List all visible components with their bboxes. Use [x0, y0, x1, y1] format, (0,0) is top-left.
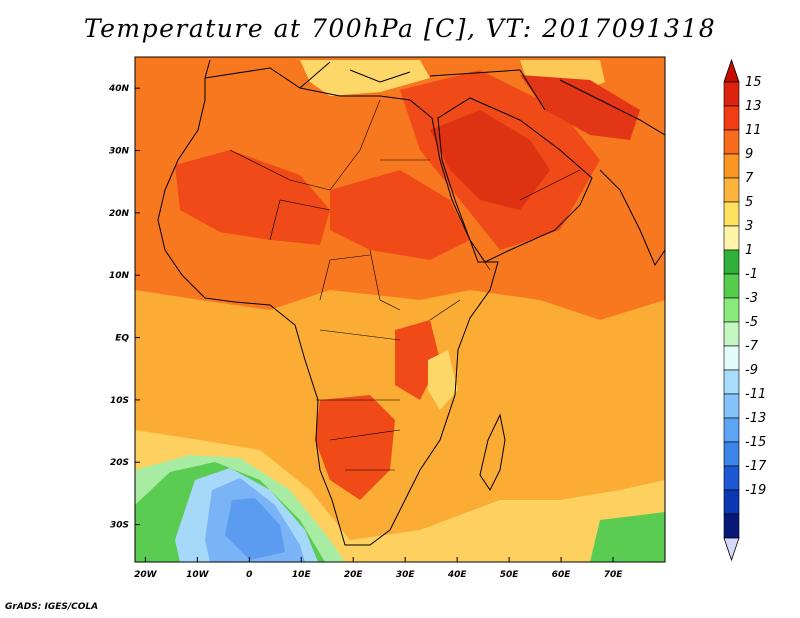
colorbar-label: -9 — [745, 363, 758, 378]
colorbar-label: -7 — [745, 339, 759, 354]
field-indian-ocean-warm — [560, 320, 665, 460]
field-southern-africa-hot — [315, 395, 395, 500]
colorbar-swatch — [723, 369, 740, 395]
lon-tick-label: 20W — [134, 570, 158, 580]
colorbar-swatch — [723, 297, 740, 323]
field-highlands-yellow — [428, 350, 458, 410]
colorbar-swatch — [723, 153, 740, 179]
colorbar-label: 7 — [745, 171, 754, 186]
india-coastline — [599, 169, 665, 267]
colorbar-swatch — [723, 393, 740, 419]
colorbar-label: 9 — [745, 147, 753, 162]
field-south-cold-core — [225, 498, 285, 560]
colorbar-bottom-arrow — [723, 537, 740, 562]
colorbar-swatch — [723, 273, 740, 299]
lon-tick-label: 30E — [396, 570, 416, 580]
lat-tick-label: EQ — [115, 334, 129, 344]
colorbar-label: 3 — [745, 219, 753, 234]
grads-credit: GrADS: IGES/COLA — [5, 602, 99, 612]
colorbar-label: 11 — [745, 123, 762, 138]
longitude-axis: 20W 10W 0 10E 20E 30E 40E 50E 60E 70E — [134, 557, 623, 580]
field-arabia-core — [430, 110, 550, 210]
colorbar-legend: 15 13 11 9 7 5 3 1 -1 -3 -5 -7 -9 -11 -13 -15 -17 -19 — [723, 58, 767, 562]
colorbar-label: -15 — [745, 435, 766, 450]
colorbar-label: -3 — [745, 291, 758, 306]
colorbar-label: -17 — [745, 459, 767, 474]
lon-tick-label: 40E — [447, 570, 468, 580]
colorbar-swatch — [723, 417, 740, 443]
borders — [229, 99, 581, 471]
europe-coastline — [204, 59, 665, 136]
lat-tick-label: 10N — [109, 271, 130, 281]
colorbar-swatch — [723, 249, 740, 275]
lat-tick-label: 40N — [108, 84, 130, 94]
lat-tick-label: 20S — [110, 458, 129, 468]
border-lines — [229, 99, 581, 471]
lat-tick-label: 20N — [109, 209, 130, 219]
map-title: Temperature at 700hPa [C], VT: 201709131… — [83, 14, 717, 43]
madagascar-coastline — [479, 413, 506, 491]
temperature-field — [135, 57, 665, 562]
lon-tick-label: 10W — [186, 570, 210, 580]
colorbar-swatch — [723, 345, 740, 371]
colorbar-label: 5 — [745, 195, 753, 210]
field-mediterranean-yellow — [300, 60, 430, 96]
colorbar-label: 15 — [745, 75, 762, 90]
colorbar-label: -19 — [745, 483, 766, 498]
lon-tick-label: 0 — [246, 570, 252, 580]
colorbar-label: 1 — [745, 243, 753, 258]
lon-tick-label: 20E — [344, 570, 364, 580]
colorbar-swatch — [723, 225, 740, 251]
colorbar-swatch — [723, 465, 740, 491]
field-sahara-hot — [175, 150, 330, 245]
field-sudan-hot — [330, 170, 470, 260]
colorbar-swatch — [723, 177, 740, 203]
field-southeast-green — [590, 512, 665, 562]
colorbar-label: -11 — [745, 387, 766, 402]
lon-tick-label: 60E — [552, 570, 572, 580]
colorbar-label: 13 — [745, 99, 762, 114]
colorbar-top-arrow — [723, 58, 740, 83]
latitude-axis: 40N 30N 20N 10N EQ 10S 20S 30S — [108, 84, 140, 531]
colorbar-swatch — [723, 441, 740, 467]
colorbar-label: -13 — [745, 411, 766, 426]
colorbar-swatch — [723, 513, 740, 539]
colorbar-swatch — [723, 201, 740, 227]
colorbar-swatch — [723, 489, 740, 515]
plot-frame — [134, 56, 666, 563]
colorbar-swatch — [723, 321, 740, 347]
lat-tick-label: 30N — [109, 147, 130, 157]
lat-tick-label: 10S — [110, 396, 129, 406]
africa-coastline — [157, 67, 499, 546]
lon-tick-label: 10E — [292, 570, 312, 580]
colorbar-label: -1 — [745, 267, 758, 282]
colorbar-label: -5 — [745, 315, 758, 330]
field-persia-hot — [520, 75, 640, 140]
colorbar-swatch — [723, 129, 740, 155]
lon-tick-label: 50E — [500, 570, 520, 580]
arabia-coastline — [437, 97, 593, 263]
colorbar-swatch — [723, 81, 740, 107]
lat-tick-label: 30S — [110, 521, 129, 531]
lon-tick-label: 70E — [604, 570, 624, 580]
coastlines — [157, 59, 665, 546]
colorbar-swatch — [723, 105, 740, 131]
